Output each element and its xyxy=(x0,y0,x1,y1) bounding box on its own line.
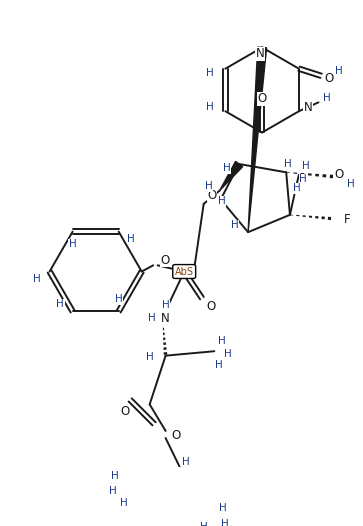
Text: O: O xyxy=(325,72,334,85)
Text: H: H xyxy=(148,313,156,323)
Text: H: H xyxy=(231,220,239,230)
Text: H: H xyxy=(335,66,343,76)
Text: H: H xyxy=(293,183,301,193)
Text: H: H xyxy=(69,239,77,249)
Text: H: H xyxy=(302,161,310,171)
Text: O: O xyxy=(172,429,181,442)
Text: O: O xyxy=(120,405,130,418)
Text: O: O xyxy=(207,188,216,201)
Text: H: H xyxy=(215,359,223,369)
Text: H: H xyxy=(299,175,307,185)
Text: H: H xyxy=(347,179,355,189)
Text: O: O xyxy=(257,92,267,105)
Text: AbS: AbS xyxy=(175,267,194,277)
Text: H: H xyxy=(205,102,213,112)
Text: H: H xyxy=(223,164,231,174)
Text: H: H xyxy=(56,299,64,309)
Text: H: H xyxy=(33,274,41,284)
Text: H: H xyxy=(205,181,213,191)
Text: N: N xyxy=(161,312,170,325)
Text: H: H xyxy=(120,498,128,508)
Text: H: H xyxy=(146,352,154,362)
Text: H: H xyxy=(205,68,213,78)
Text: H: H xyxy=(221,519,229,526)
Text: H: H xyxy=(224,349,232,359)
Polygon shape xyxy=(248,47,266,232)
Text: H: H xyxy=(217,196,225,206)
Text: N: N xyxy=(303,101,312,114)
Text: H: H xyxy=(219,503,227,513)
Text: O: O xyxy=(335,168,344,181)
Text: H: H xyxy=(111,471,119,481)
Text: H: H xyxy=(182,457,190,467)
Text: H: H xyxy=(127,234,135,244)
Text: O: O xyxy=(160,254,170,267)
Text: H: H xyxy=(162,300,170,310)
Text: H: H xyxy=(200,522,208,526)
Polygon shape xyxy=(220,161,243,190)
Text: O: O xyxy=(206,300,215,313)
Text: F: F xyxy=(344,213,351,226)
Text: H: H xyxy=(109,486,117,496)
Text: H: H xyxy=(284,159,292,169)
Text: H: H xyxy=(217,336,225,346)
Text: H: H xyxy=(115,294,123,304)
Text: H: H xyxy=(323,93,331,103)
Text: N: N xyxy=(256,47,265,60)
